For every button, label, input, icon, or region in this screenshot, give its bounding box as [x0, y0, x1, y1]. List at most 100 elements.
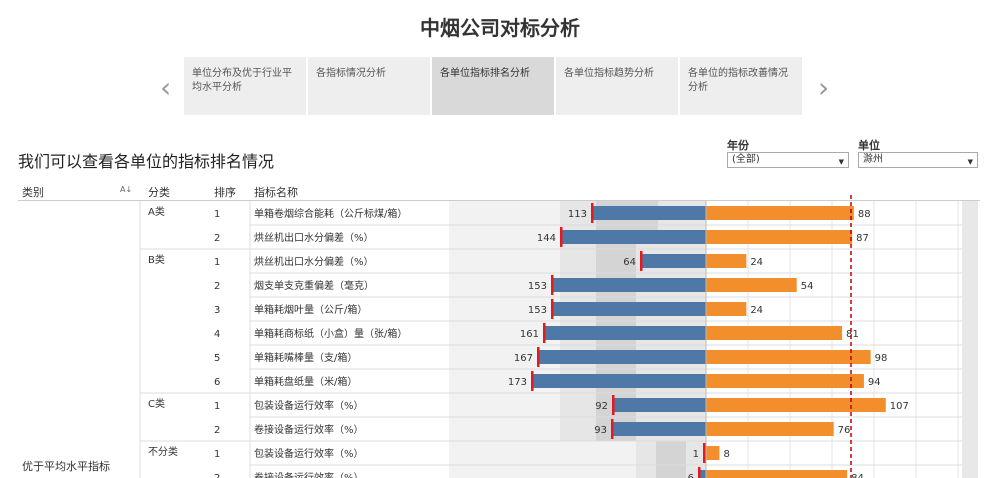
left-bar: [700, 470, 706, 478]
left-bar-marker: [543, 323, 546, 343]
row-rank: 3: [214, 305, 220, 316]
left-bar-label: 93: [594, 425, 607, 436]
left-bar: [593, 206, 706, 220]
row-class-label: A类: [148, 205, 165, 218]
row-rank: 1: [214, 401, 220, 412]
left-bar: [562, 230, 706, 244]
right-bar: [706, 422, 834, 436]
left-bar-marker: [591, 203, 594, 223]
row-indicator-name: 单箱耗嘴棒量（支/箱）: [254, 351, 357, 364]
right-bar-label: 94: [868, 377, 881, 388]
left-bar-marker: [640, 251, 643, 271]
category-label-better-than-average: 优于平均水平指标: [22, 460, 110, 473]
row-class-label: 不分类: [148, 445, 178, 458]
tab-1[interactable]: 单位分布及优于行业平均水平分析: [184, 57, 306, 115]
right-bar: [706, 398, 886, 412]
right-bar-label: 24: [750, 305, 763, 316]
left-bar-label: 1: [693, 449, 699, 460]
row-class-label: C类: [148, 397, 165, 410]
right-bar: [706, 374, 864, 388]
section-subtitle: 我们可以查看各单位的指标排名情况: [18, 152, 275, 171]
year-filter-select[interactable]: (全部) ▼: [727, 152, 849, 168]
tab-5[interactable]: 各单位的指标改善情况分析: [680, 57, 802, 115]
left-bar: [642, 254, 706, 268]
dropdown-arrow-icon: ▼: [967, 158, 973, 166]
right-bar-label: 76: [838, 425, 851, 436]
row-indicator-name: 单箱卷烟综合能耗（公斤标煤/箱）: [254, 207, 407, 220]
left-bar-marker: [551, 275, 554, 295]
left-bar-label: 144: [537, 233, 556, 244]
left-bar: [539, 350, 706, 364]
tab-3[interactable]: 各单位指标排名分析: [432, 57, 554, 115]
left-bar: [553, 302, 706, 316]
header-indicator: 指标名称: [254, 186, 298, 199]
year-filter-value: (全部): [732, 154, 760, 165]
right-bar: [706, 230, 853, 244]
row-indicator-name: 卷接设备运行效率（%）: [254, 423, 364, 436]
right-bar-label: 88: [858, 209, 871, 220]
left-bar-marker: [612, 395, 615, 415]
chevron-left-icon[interactable]: ‹: [160, 71, 172, 104]
row-rank: 5: [214, 353, 220, 364]
left-bar: [613, 422, 706, 436]
dropdown-arrow-icon: ▼: [838, 158, 844, 166]
left-bar-label: 92: [595, 401, 608, 412]
left-bar: [545, 326, 706, 340]
left-bar-marker: [703, 443, 706, 463]
row-rank: 2: [214, 473, 220, 478]
header-category: 类别: [22, 186, 44, 199]
header-divider: [18, 200, 980, 201]
left-bar: [614, 398, 706, 412]
chevron-right-icon[interactable]: ›: [818, 71, 830, 104]
header-rank: 排序: [214, 186, 236, 199]
right-bar-label: 24: [750, 257, 763, 268]
row-indicator-name: 烘丝机出口水分偏差（%）: [254, 255, 374, 268]
row-rank: 2: [214, 425, 220, 436]
right-bar-label: 54: [801, 281, 814, 292]
row-rank: 2: [214, 281, 220, 292]
right-bar-label: 81: [846, 329, 859, 340]
row-indicator-name: 单箱耗商标纸（小盒）量（张/箱）: [254, 327, 407, 340]
row-rank: 6: [214, 377, 220, 388]
left-bar-label: 6: [688, 473, 694, 478]
row-rank: 1: [214, 209, 220, 220]
right-bar: [706, 206, 854, 220]
right-bar-label: 8: [723, 449, 729, 460]
left-bar-marker: [537, 347, 540, 367]
sort-icon[interactable]: A↓: [120, 185, 133, 194]
left-bar-marker: [531, 371, 534, 391]
row-indicator-name: 单箱耗烟叶量（公斤/箱）: [254, 303, 367, 316]
story-tabs: 单位分布及优于行业平均水平分析 各指标情况分析 各单位指标排名分析 各单位指标趋势分析…: [184, 57, 802, 115]
left-bar-label: 173: [508, 377, 527, 388]
right-bar: [706, 350, 871, 364]
row-indicator-name: 烟支单支克重偏差（毫克）: [254, 279, 374, 292]
right-bar: [706, 302, 747, 316]
page-title: 中烟公司对标分析: [420, 16, 580, 40]
row-indicator-name: 烘丝机出口水分偏差（%）: [254, 231, 374, 244]
row-indicator-name: 包装设备运行效率（%）: [254, 399, 364, 412]
row-indicator-name: 包装设备运行效率（%）: [254, 447, 364, 460]
tab-4[interactable]: 各单位指标趋势分析: [556, 57, 678, 115]
left-bar-marker: [611, 419, 614, 439]
reference-band: [656, 441, 686, 478]
left-bar-label: 153: [528, 281, 547, 292]
unit-filter-value: 滁州: [863, 154, 883, 165]
left-bar-marker: [551, 299, 554, 319]
left-bar-marker: [560, 227, 563, 247]
right-bar: [706, 470, 848, 478]
right-bar: [706, 254, 747, 268]
left-bar-label: 167: [514, 353, 533, 364]
header-class: 分类: [148, 186, 170, 199]
right-bar-label: 87: [856, 233, 869, 244]
row-rank: 1: [214, 449, 220, 460]
row-rank: 4: [214, 329, 220, 340]
row-rank: 2: [214, 233, 220, 244]
tab-2[interactable]: 各指标情况分析: [308, 57, 430, 115]
left-bar-label: 161: [520, 329, 539, 340]
right-bar-label: 84: [851, 473, 864, 478]
scrollbar-track: [962, 201, 978, 478]
left-bar: [553, 278, 706, 292]
row-class-label: B类: [148, 253, 165, 266]
unit-filter-select[interactable]: 滁州 ▼: [858, 152, 978, 168]
